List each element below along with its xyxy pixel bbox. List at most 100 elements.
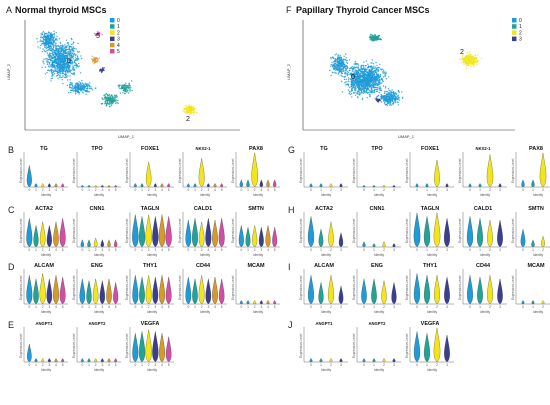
umap-cell-point <box>472 65 475 68</box>
umap-cell-point <box>371 68 373 70</box>
umap-cell-point <box>81 91 83 93</box>
violin-xlabel: Identity <box>94 253 105 257</box>
identity-tick: 4 <box>161 188 163 192</box>
umap-cell-point <box>372 78 375 80</box>
umap-cell-point <box>75 67 77 69</box>
umap-cell-point <box>66 55 69 57</box>
umap-cell-point <box>349 86 351 89</box>
identity-tick: 2 <box>330 188 332 192</box>
gene-title: CNN1 <box>90 206 105 212</box>
umap-cell-point <box>72 54 75 56</box>
violin-shape <box>100 239 104 248</box>
violin-shape <box>265 225 271 248</box>
identity-tick: 1 <box>88 363 90 367</box>
umap-cell-point <box>51 75 53 77</box>
umap-cell-point <box>338 66 340 68</box>
umap-cell-point <box>360 88 362 91</box>
violin-shape <box>329 183 333 188</box>
umap-cell-point <box>60 69 63 72</box>
umap-cell-point <box>94 61 97 64</box>
umap-cell-point <box>369 39 371 41</box>
umap-cell-point <box>384 74 386 76</box>
violin-shape <box>531 300 535 305</box>
identity-tick: 1 <box>320 248 322 252</box>
umap-cell-point <box>62 60 64 62</box>
umap-cell-point <box>363 67 365 69</box>
umap-cell-point <box>56 48 58 51</box>
umap-cell-point <box>93 63 95 65</box>
umap-cell-point <box>337 72 339 74</box>
umap-cell-point <box>366 88 368 90</box>
identity-tick: 0 <box>187 188 189 192</box>
umap-cell-point <box>67 48 69 51</box>
umap-cell-point <box>59 70 61 73</box>
violin-shape <box>26 275 33 305</box>
umap-cell-point <box>340 74 342 77</box>
umap-cell-point <box>55 75 58 77</box>
umap-cell-point <box>42 60 44 62</box>
umap-cell-point <box>354 81 356 83</box>
violin-shape <box>34 183 38 188</box>
identity-tick: 1 <box>532 305 534 309</box>
violin-shape <box>198 221 205 248</box>
identity-tick: 1 <box>35 305 37 309</box>
violin-shape <box>192 278 198 305</box>
umap-cell-point <box>128 92 130 94</box>
umap-cell-point <box>111 101 113 103</box>
umap-cell-point <box>85 87 88 90</box>
violin-shape <box>94 185 97 188</box>
umap-cell-point <box>391 91 393 94</box>
gene-title: CALD1 <box>474 206 492 212</box>
umap-cell-point <box>346 66 349 69</box>
umap-cell-point <box>95 58 98 60</box>
gene-title: ACTA2 <box>35 206 53 212</box>
umap-cell-point <box>63 61 65 63</box>
umap-cell-point <box>376 80 379 82</box>
umap-cell-point <box>79 83 82 85</box>
violin-shape <box>444 218 450 248</box>
umap-cell-point <box>124 92 126 94</box>
umap-cell-point <box>46 60 48 62</box>
umap-cell-point <box>69 67 71 69</box>
umap-cell-point <box>83 87 86 90</box>
umap-cell-point <box>348 80 350 83</box>
umap-cell-point <box>350 85 353 88</box>
umap-cell-point <box>361 64 363 67</box>
umap-cell-point <box>461 56 463 59</box>
umap-cell-point <box>61 72 64 74</box>
umap-cell-point <box>75 59 77 62</box>
umap-cell-point <box>39 40 41 43</box>
umap-cell-point <box>86 91 88 93</box>
umap-cell-point <box>116 102 118 104</box>
identity-tick: 2 <box>148 248 150 252</box>
identity-tick: 1 <box>194 248 196 252</box>
umap-cell-point <box>72 88 74 90</box>
umap-cell-point <box>67 79 69 81</box>
identity-tick: 2 <box>201 188 203 192</box>
umap-cell-point <box>398 96 400 98</box>
violin-shape <box>26 218 33 248</box>
umap-cell-point <box>354 91 356 94</box>
identity-tick: 3 <box>101 305 103 309</box>
umap-cell-point <box>56 35 58 37</box>
umap-cell-point <box>329 69 331 72</box>
umap-cell-point <box>79 82 82 84</box>
cluster-label-2: 2 <box>460 49 464 56</box>
violin-xlabel: Identity <box>147 310 158 314</box>
violin-shape <box>46 278 53 305</box>
umap-cell-point <box>47 54 49 56</box>
umap-cell-point <box>371 37 373 39</box>
violin-ylabel: Expression Level <box>299 275 303 300</box>
umap-cell-point <box>372 79 374 81</box>
umap-cell-point <box>53 65 55 67</box>
violin-shape <box>132 214 139 248</box>
umap-cell-point <box>356 76 358 78</box>
umap-cell-point <box>56 50 58 52</box>
umap-cell-point <box>103 67 106 69</box>
umap-cell-point <box>70 72 73 75</box>
identity-tick: 0 <box>416 305 418 309</box>
umap-cell-point <box>77 51 79 53</box>
